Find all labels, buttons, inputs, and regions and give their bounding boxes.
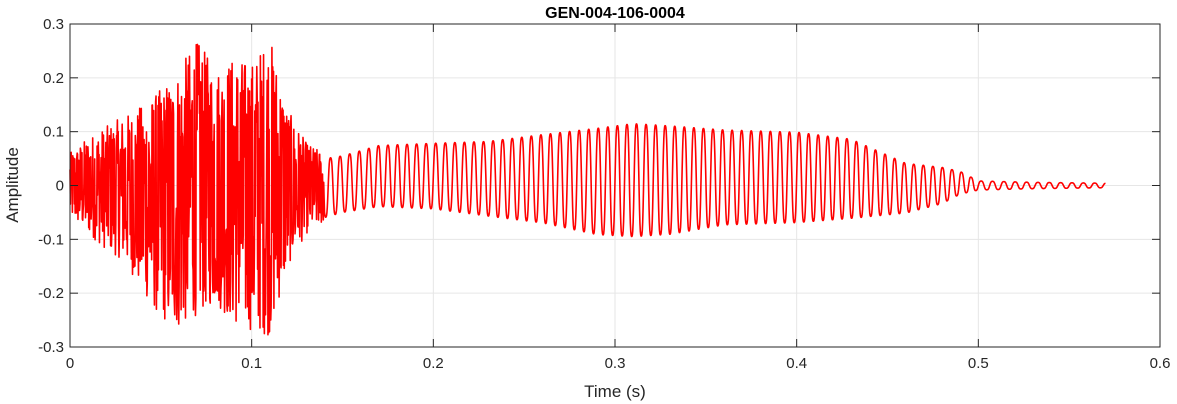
y-axis-label: Amplitude <box>3 147 22 223</box>
axis-ticks: 0 0.1 0.2 0.3 0.4 0.5 0.6 -0.3 -0.2 -0.1 0 0.1 0.2 0.… <box>38 16 1170 372</box>
x-tick-label: 0.3 <box>605 355 626 372</box>
waveform-series <box>69 43 1106 336</box>
x-tick-label: 0.5 <box>968 355 989 372</box>
y-tick-label: 0 <box>56 178 64 195</box>
y-tick-label: -0.3 <box>38 339 64 356</box>
x-tick-label: 0.4 <box>786 355 807 372</box>
y-tick-label: 0.1 <box>43 124 64 141</box>
x-tick-label: 0.1 <box>241 355 262 372</box>
y-tick-label: -0.1 <box>38 231 64 248</box>
y-tick-label: 0.3 <box>43 16 64 33</box>
chart-title: GEN-004-106-0004 <box>545 5 685 22</box>
x-tick-label: 0.2 <box>423 355 444 372</box>
x-axis-label: Time (s) <box>584 382 646 401</box>
y-tick-label: 0.2 <box>43 70 64 87</box>
x-tick-label: 0 <box>66 355 74 372</box>
y-tick-label: -0.2 <box>38 285 64 302</box>
x-tick-label: 0.6 <box>1150 355 1171 372</box>
waveform-line <box>69 43 1106 336</box>
